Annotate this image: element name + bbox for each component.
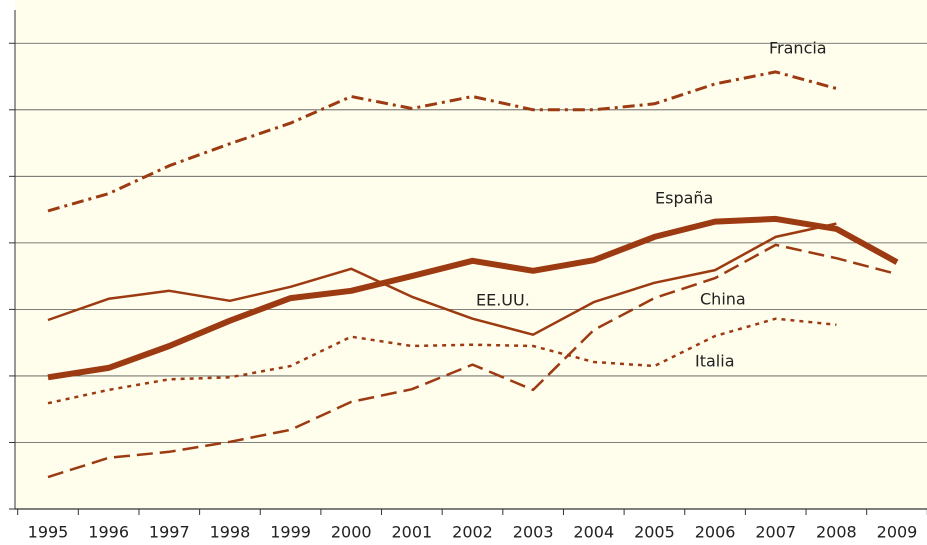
series-label: Italia <box>695 352 735 371</box>
x-tick-label: 2008 <box>816 523 857 542</box>
series-label: España <box>655 189 713 208</box>
series-label: China <box>700 290 746 309</box>
series-label: Francia <box>769 39 827 58</box>
series-line <box>47 70 837 213</box>
x-tick-label: 2003 <box>513 523 554 542</box>
x-tick-label: 2002 <box>452 523 493 542</box>
x-tick-label: 2007 <box>755 523 796 542</box>
x-tick-label: 1997 <box>149 523 190 542</box>
x-tick-label: 2005 <box>634 523 675 542</box>
series-line <box>47 243 898 479</box>
x-tick-label: 1998 <box>210 523 251 542</box>
series-label: EE.UU. <box>476 291 530 310</box>
x-tick-label: 1995 <box>28 523 69 542</box>
x-tick-label: 2009 <box>877 523 918 542</box>
x-tick-label: 1996 <box>88 523 129 542</box>
plot-area <box>15 0 927 509</box>
x-tick-label: 2000 <box>331 523 372 542</box>
series-line <box>47 222 837 336</box>
x-tick-label: 2004 <box>573 523 614 542</box>
series-line <box>47 215 899 381</box>
x-tick-label: 1999 <box>270 523 311 542</box>
x-tick-label: 2001 <box>391 523 432 542</box>
series-line <box>47 317 837 405</box>
x-tick-label: 2006 <box>695 523 736 542</box>
